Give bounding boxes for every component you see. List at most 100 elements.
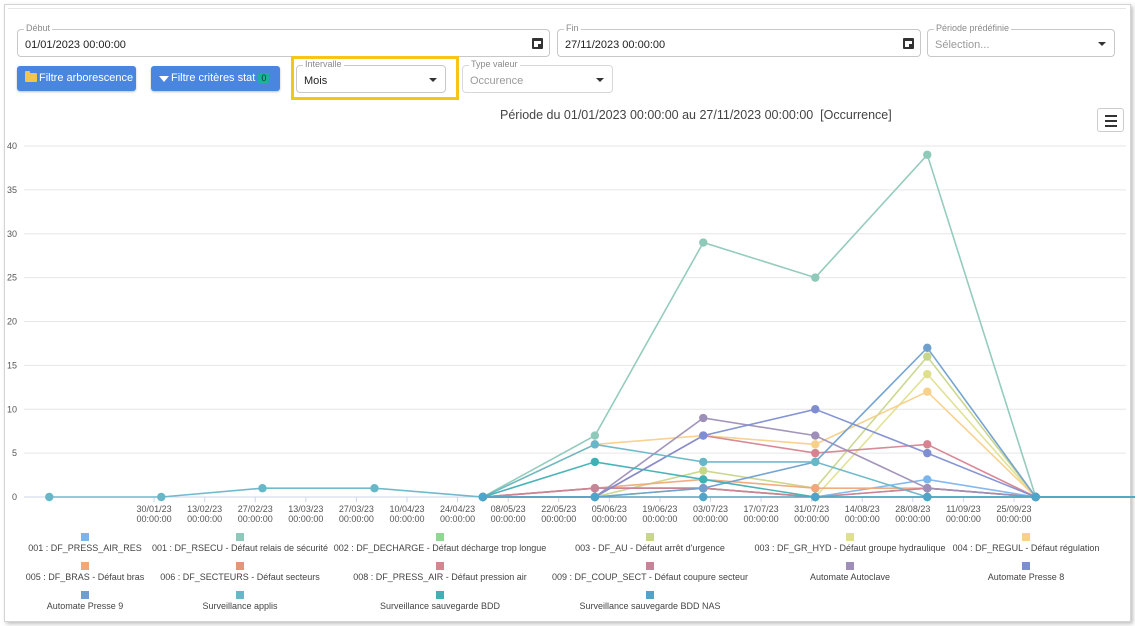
app-window bbox=[4, 4, 1131, 622]
series-line bbox=[482, 355, 1135, 498]
x-tick-label: 13/02/23 bbox=[187, 504, 222, 514]
type-valeur-value: Occurence bbox=[470, 75, 524, 87]
x-tick-time-label: 00:00:00 bbox=[845, 514, 880, 524]
legend-label: 005 : DF_BRAS - Défaut bras bbox=[26, 572, 145, 582]
debut-date-field[interactable]: Début 01/01/2023 00:00:00 bbox=[17, 23, 550, 57]
fin-date-field[interactable]: Fin 27/11/2023 00:00:00 bbox=[557, 23, 921, 57]
data-point bbox=[699, 492, 708, 502]
x-tick-time-label: 00:00:00 bbox=[642, 514, 677, 524]
x-tick-label: 28/08/23 bbox=[895, 504, 930, 514]
x-tick-time-label: 00:00:00 bbox=[440, 514, 475, 524]
data-point bbox=[590, 492, 600, 502]
legend-label: Surveillance sauvegarde BDD NAS bbox=[579, 601, 720, 611]
filtre-arborescence-button[interactable]: Filtre arborescence bbox=[17, 66, 136, 91]
data-point bbox=[258, 484, 267, 493]
x-tick-time-label: 00:00:00 bbox=[137, 514, 172, 524]
series-group bbox=[478, 369, 1135, 502]
x-tick-label: 14/08/23 bbox=[845, 504, 880, 514]
intervalle-select[interactable]: Intervalle Mois bbox=[296, 59, 446, 93]
legend-label: 003 - DF_AU - Défaut arrêt d'urgence bbox=[575, 543, 725, 553]
filtre-criteres-label: Filtre critères stat bbox=[171, 72, 256, 84]
x-tick-label: 27/03/23 bbox=[339, 504, 374, 514]
legend-label: Automate Presse 8 bbox=[988, 572, 1065, 582]
legend-swatch bbox=[646, 562, 654, 570]
data-point bbox=[699, 475, 708, 484]
legend-label: Surveillance applis bbox=[202, 601, 278, 611]
intervalle-value: Mois bbox=[304, 75, 328, 87]
type-valeur-select[interactable]: Type valeur Occurence bbox=[462, 59, 613, 93]
data-point bbox=[699, 431, 708, 440]
x-tick-label: 24/04/23 bbox=[440, 504, 475, 514]
data-point bbox=[699, 413, 708, 423]
x-tick-time-label: 00:00:00 bbox=[288, 514, 323, 524]
legend-swatch bbox=[236, 562, 244, 570]
folder-icon bbox=[25, 71, 37, 82]
series-line bbox=[482, 417, 1135, 498]
series-group bbox=[478, 492, 1135, 502]
periode-predefinie-select[interactable]: Période prédéfinie Sélection... bbox=[927, 23, 1115, 57]
x-tick-time-label: 00:00:00 bbox=[693, 514, 728, 524]
y-tick-label: 0 bbox=[12, 492, 17, 502]
x-tick-time-label: 00:00:00 bbox=[946, 514, 981, 524]
y-tick-label: 40 bbox=[7, 141, 17, 151]
menu-icon-bar bbox=[1105, 125, 1117, 127]
y-tick-label: 10 bbox=[7, 404, 17, 414]
data-point bbox=[478, 492, 488, 502]
chart-title-text: Période du 01/01/2023 00:00:00 au 27/11/… bbox=[500, 108, 892, 122]
periode-placeholder: Sélection... bbox=[935, 39, 990, 51]
x-tick-label: 22/05/23 bbox=[541, 504, 576, 514]
filter-icon bbox=[159, 76, 169, 82]
x-tick-time-label: 00:00:00 bbox=[996, 514, 1031, 524]
legend-swatch bbox=[1022, 533, 1030, 541]
legend-swatch bbox=[236, 591, 244, 599]
debut-label: Début bbox=[24, 23, 53, 33]
calendar-icon[interactable] bbox=[903, 38, 914, 49]
data-point bbox=[811, 440, 820, 449]
legend-swatch bbox=[1022, 562, 1030, 570]
legend-swatch bbox=[81, 533, 89, 541]
x-tick-time-label: 00:00:00 bbox=[592, 514, 627, 524]
data-point bbox=[590, 484, 600, 493]
data-point bbox=[923, 387, 932, 396]
intervalle-label: Intervalle bbox=[303, 59, 344, 69]
series-line bbox=[482, 153, 1135, 498]
fin-value: 27/11/2023 00:00:00 bbox=[565, 39, 666, 51]
series-group bbox=[478, 352, 1135, 502]
x-tick-label: 08/05/23 bbox=[491, 504, 526, 514]
x-tick-time-label: 00:00:00 bbox=[491, 514, 526, 524]
x-tick-label: 30/01/23 bbox=[137, 504, 172, 514]
legend-label: 003 : DF_GR_HYD - Défaut groupe hydrauli… bbox=[754, 543, 945, 553]
data-point bbox=[1031, 492, 1040, 502]
data-point bbox=[923, 492, 932, 502]
data-point bbox=[699, 457, 708, 467]
y-tick-label: 20 bbox=[7, 317, 17, 327]
legend-label: Surveillance sauvegarde BDD bbox=[380, 601, 501, 611]
x-tick-label: 19/06/23 bbox=[642, 504, 677, 514]
filtre-criteres-button[interactable]: Filtre critères stat 0 bbox=[151, 66, 280, 91]
data-point bbox=[45, 492, 54, 502]
x-tick-label: 31/07/23 bbox=[794, 504, 829, 514]
x-tick-label: 13/03/23 bbox=[288, 504, 323, 514]
x-tick-label: 03/07/23 bbox=[693, 504, 728, 514]
debut-value: 01/01/2023 00:00:00 bbox=[25, 39, 126, 51]
data-point bbox=[923, 343, 932, 353]
y-tick-label: 5 bbox=[12, 448, 17, 458]
x-tick-label: 11/09/23 bbox=[946, 504, 980, 514]
legend-swatch bbox=[646, 533, 654, 541]
top-divider bbox=[8, 8, 1126, 16]
legend-swatch bbox=[436, 533, 444, 541]
fin-label: Fin bbox=[564, 23, 581, 33]
series-line bbox=[482, 346, 1135, 498]
data-point bbox=[923, 448, 932, 458]
chart-menu-button[interactable] bbox=[1097, 108, 1124, 132]
series-group bbox=[478, 431, 1135, 502]
count-badge: 0 bbox=[258, 73, 270, 84]
calendar-icon[interactable] bbox=[532, 38, 543, 49]
data-point bbox=[590, 457, 600, 467]
chevron-down-icon bbox=[596, 78, 604, 82]
x-tick-time-label: 00:00:00 bbox=[794, 514, 829, 524]
data-point bbox=[811, 273, 820, 282]
series-line bbox=[482, 372, 1135, 498]
legend-label: 008 : DF_PRESS_AIR - Défaut pression air bbox=[353, 572, 527, 582]
